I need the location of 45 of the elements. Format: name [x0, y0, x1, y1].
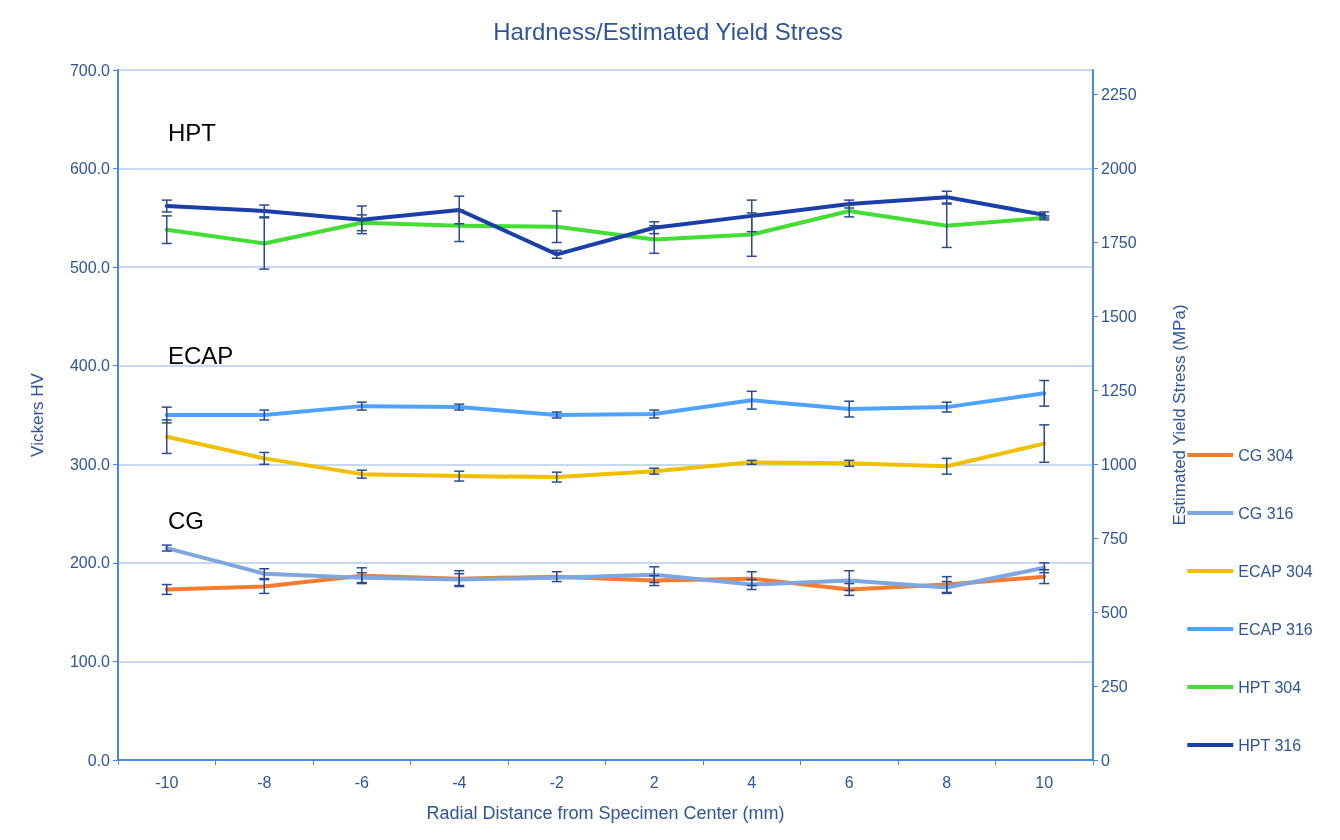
x-tick-label: 2 [649, 773, 659, 791]
y-tick-label: 500.0 [69, 258, 111, 276]
x-tick-label: -6 [354, 773, 369, 791]
x-tick-label: 10 [1035, 773, 1054, 791]
y-axis-title: Vickers HV [28, 372, 47, 457]
y-tick-label: 100.0 [69, 652, 111, 670]
y-tick-label: 0.0 [87, 751, 111, 769]
y2-tick-label: 2000 [1101, 159, 1137, 177]
y-tick-label: 600.0 [69, 160, 111, 178]
x-tick-label: -2 [549, 773, 564, 791]
legend-label: CG 304 [1238, 446, 1294, 464]
x-axis-title: Radial Distance from Specimen Center (mm) [426, 803, 785, 823]
legend-label: HPT 304 [1238, 678, 1302, 696]
y2-tick-label: 1250 [1101, 381, 1137, 399]
line-series [164, 546, 1047, 590]
y2-tick-label: 2250 [1101, 86, 1137, 104]
line-series [164, 434, 1047, 480]
legend-label: ECAP 304 [1238, 562, 1313, 580]
x-tick-label: 8 [942, 773, 952, 791]
y-tick-label: 700.0 [69, 61, 111, 79]
line-series [164, 195, 1047, 257]
x-tick-label: -4 [452, 773, 467, 791]
y-tick-label: 300.0 [69, 455, 111, 473]
x-tick-label: -8 [257, 773, 272, 791]
chart-title: Hardness/Estimated Yield Stress [493, 17, 843, 45]
legend-label: CG 316 [1238, 504, 1294, 522]
legend-label: HPT 316 [1238, 736, 1302, 754]
y2-tick-label: 1500 [1101, 307, 1137, 325]
annotation: ECAP [168, 341, 234, 369]
y2-tick-label: 250 [1101, 677, 1128, 695]
y2-tick-label: 1000 [1101, 455, 1137, 473]
x-tick-label: -10 [155, 773, 179, 791]
annotation: CG [168, 506, 204, 534]
legend-label: ECAP 316 [1238, 620, 1313, 638]
y2-tick-label: 0 [1101, 751, 1110, 769]
line-series [164, 391, 1047, 417]
y2-tick-label: 500 [1101, 603, 1128, 621]
y2-tick-label: 750 [1101, 529, 1128, 547]
annotation: HPT [168, 118, 217, 146]
y-tick-label: 400.0 [69, 357, 111, 375]
x-tick-label: 6 [844, 773, 854, 791]
y-tick-label: 200.0 [69, 554, 111, 572]
x-tick-label: 4 [747, 773, 757, 791]
y2-tick-label: 1750 [1101, 233, 1137, 251]
y2-axis-title: Estimated Yield Stress (MPa) [1170, 304, 1189, 526]
